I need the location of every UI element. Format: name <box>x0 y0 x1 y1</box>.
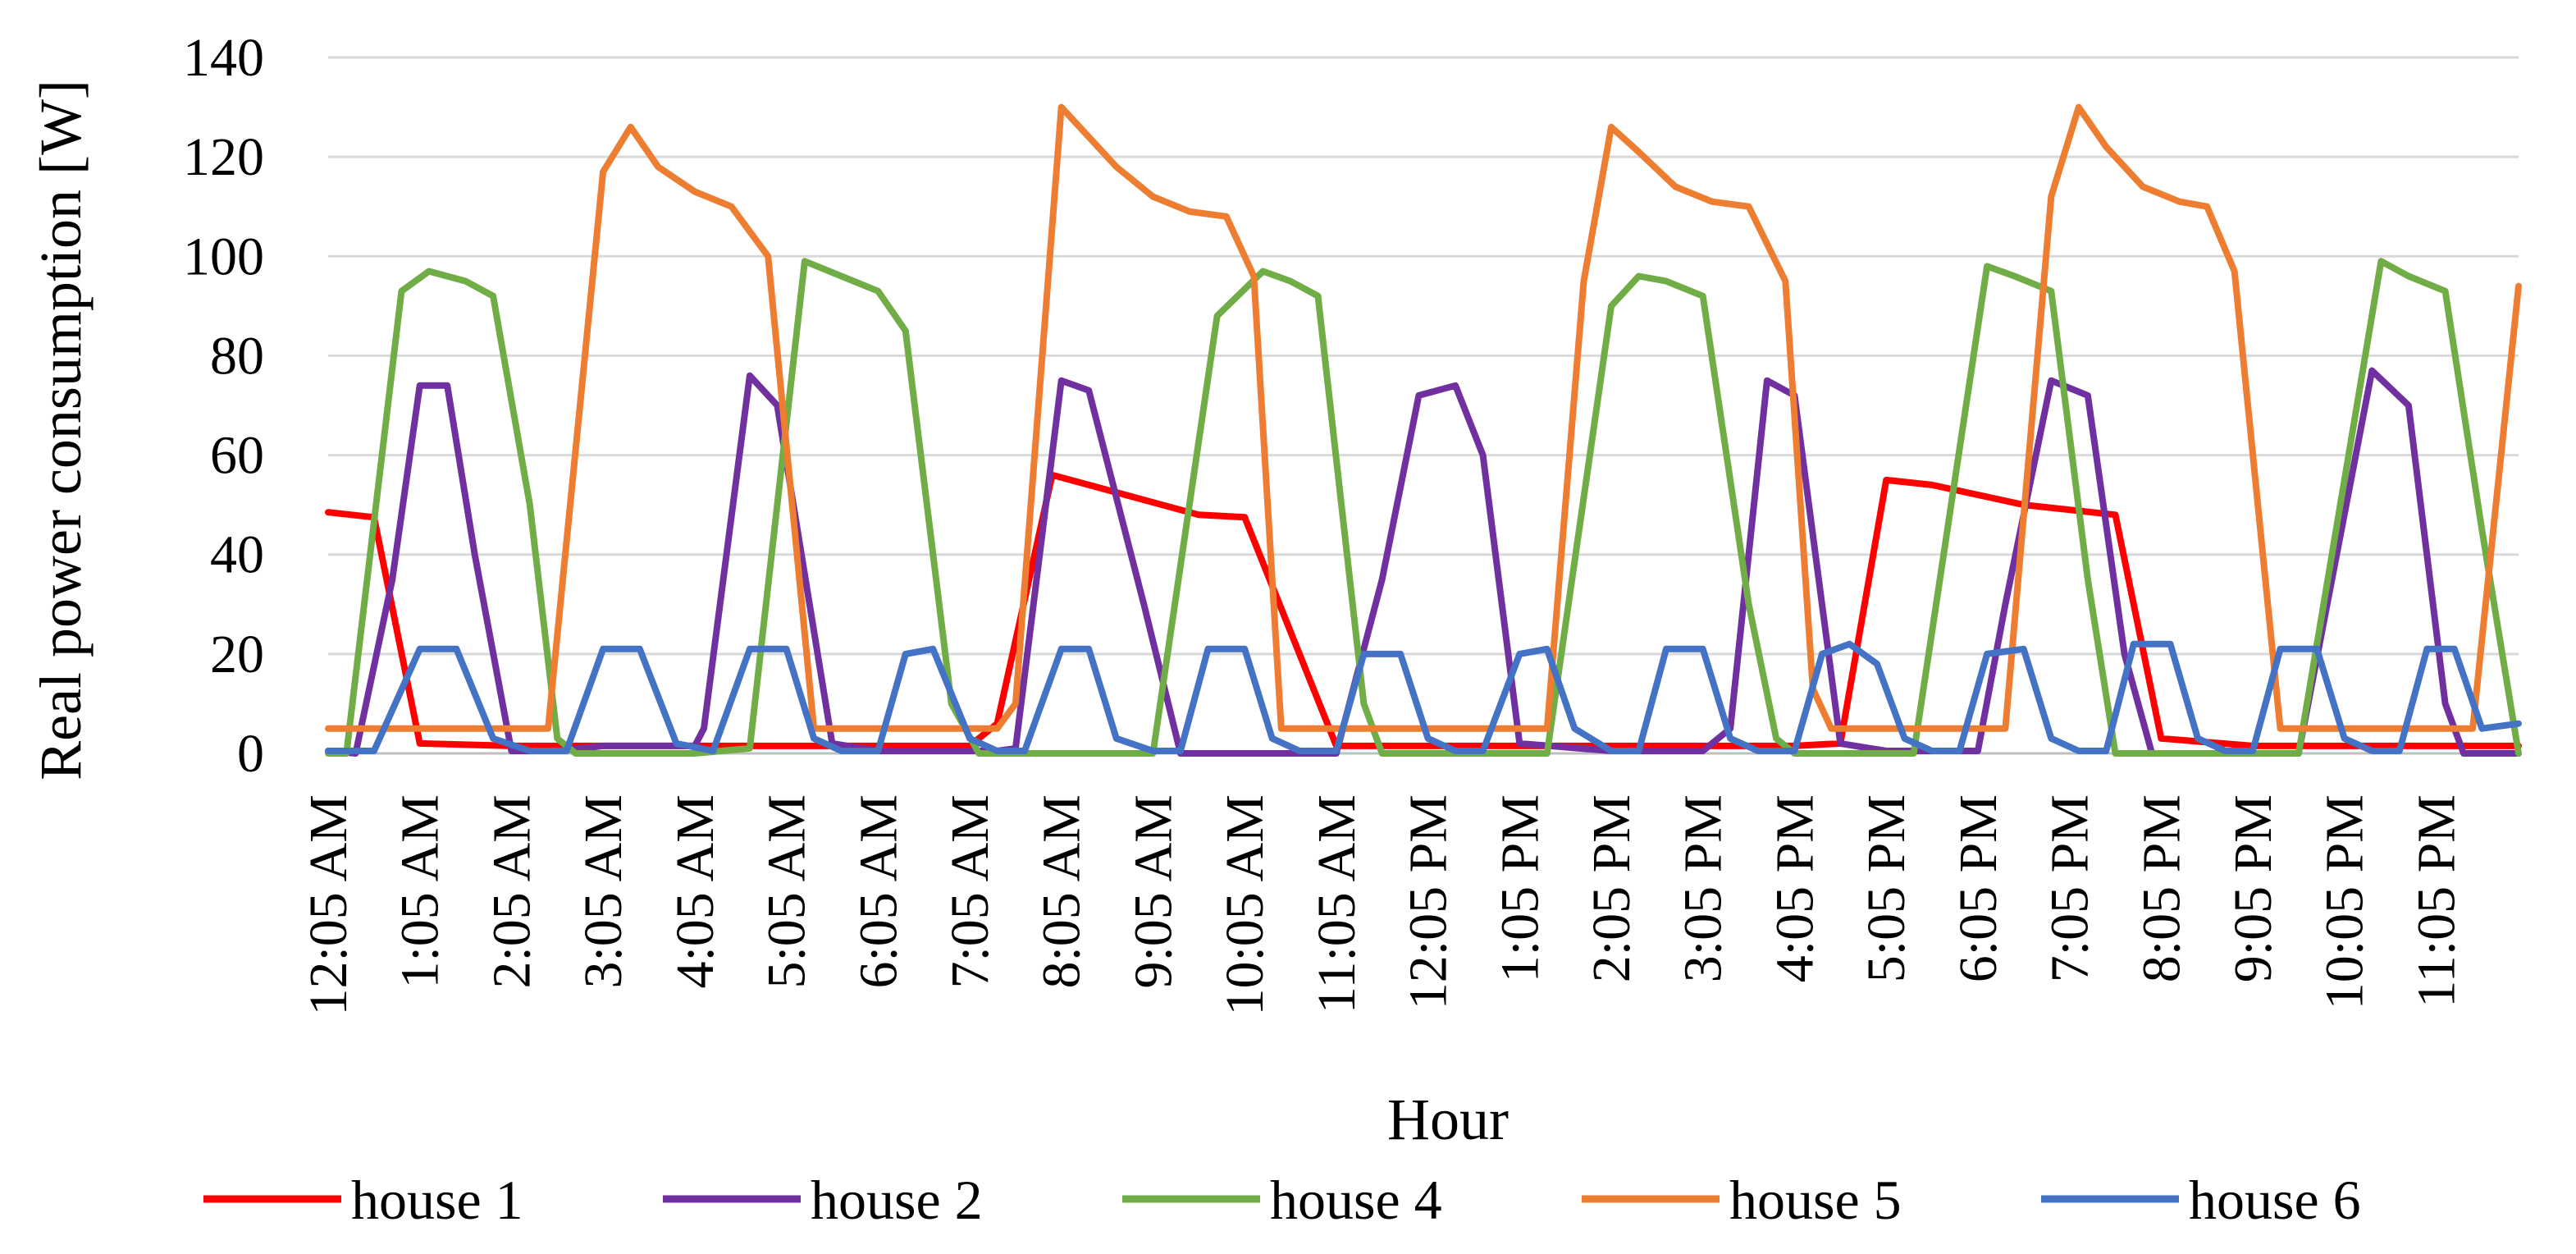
legend-label: house 5 <box>1729 1169 1902 1231</box>
legend-label: house 1 <box>351 1169 523 1231</box>
x-tick-label: 10:05 AM <box>1215 794 1275 1016</box>
x-tick-label: 3:05 AM <box>573 794 633 989</box>
series-line-house-4 <box>325 258 2522 757</box>
series-line-house-5 <box>325 103 2522 732</box>
y-tick-label: 40 <box>210 525 264 585</box>
y-tick-label: 100 <box>183 227 264 286</box>
x-tick-label: 2:05 PM <box>1582 794 1642 982</box>
y-tick-label: 60 <box>210 426 264 486</box>
x-tick-label: 9:05 PM <box>2223 794 2283 982</box>
x-tick-label: 12:05 AM <box>299 794 359 1016</box>
x-tick-label: 2:05 AM <box>482 794 541 989</box>
legend-label: house 6 <box>2189 1169 2361 1231</box>
x-tick-label: 3:05 PM <box>1674 794 1733 982</box>
y-tick-label: 80 <box>210 326 264 386</box>
legend: house 1 house 2 house 4 house 5 house 6 <box>203 1169 2361 1231</box>
y-tick-label: 20 <box>210 625 264 684</box>
gridlines <box>328 56 2519 656</box>
x-tick-label: 1:05 AM <box>391 794 450 989</box>
x-axis-ticks: 12:05 AM 1:05 AM 2:05 AM 3:05 AM 4:05 AM 5:05… <box>299 794 2466 1016</box>
x-tick-label: 8:05 AM <box>1032 794 1092 989</box>
x-tick-label: 6:05 PM <box>1948 794 2008 982</box>
x-tick-label: 10:05 PM <box>2315 794 2375 1009</box>
series-line-house-6 <box>325 640 2522 754</box>
y-axis-title: Real power consumption [W] <box>28 80 94 780</box>
x-tick-label: 11:05 AM <box>1307 794 1367 1014</box>
x-tick-label: 5:05 AM <box>757 794 817 989</box>
x-tick-label: 6:05 AM <box>848 794 908 989</box>
x-tick-label: 12:05 PM <box>1399 794 1459 1009</box>
y-tick-label: 120 <box>183 127 264 187</box>
x-tick-label: 5:05 PM <box>1857 794 1916 982</box>
x-tick-label: 9:05 AM <box>1123 794 1183 989</box>
x-tick-label: 11:05 PM <box>2406 794 2466 1008</box>
x-tick-label: 4:05 PM <box>1765 794 1825 982</box>
y-tick-label: 0 <box>237 724 264 784</box>
x-axis-title: Hour <box>1387 1087 1509 1152</box>
x-tick-label: 7:05 AM <box>940 794 1000 989</box>
x-tick-label: 4:05 AM <box>665 794 725 989</box>
x-tick-label: 7:05 PM <box>2040 794 2100 982</box>
y-tick-label: 140 <box>183 28 264 88</box>
legend-label: house 2 <box>811 1169 983 1231</box>
legend-label: house 4 <box>1270 1169 1442 1231</box>
x-tick-label: 8:05 PM <box>2131 794 2191 982</box>
series-lines <box>325 103 2522 757</box>
x-tick-label: 1:05 PM <box>1490 794 1550 982</box>
y-axis-ticks: 0 20 40 60 80 100 120 140 <box>183 28 264 784</box>
